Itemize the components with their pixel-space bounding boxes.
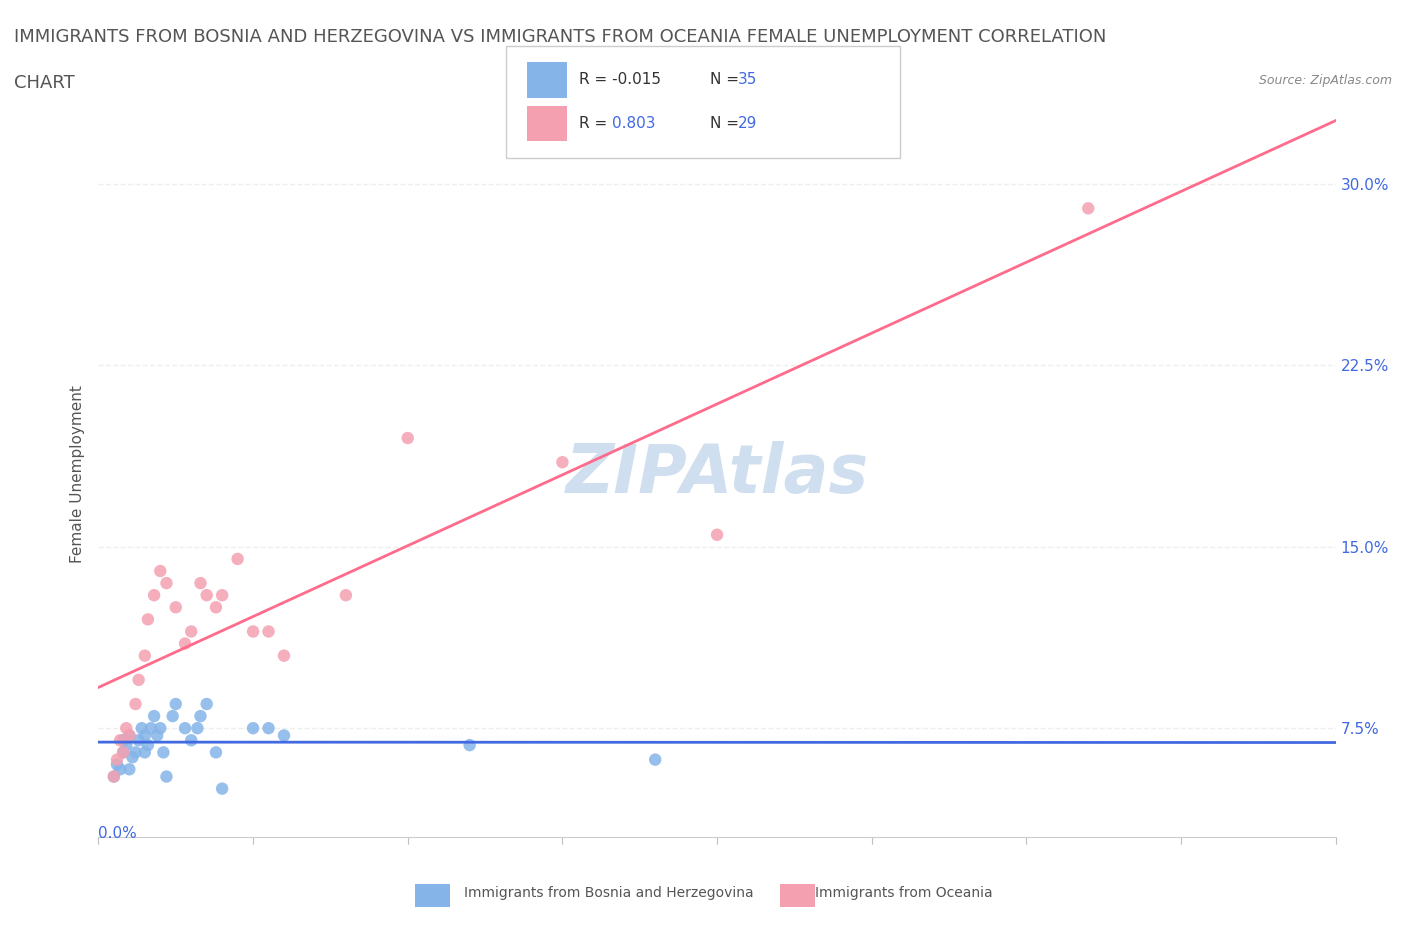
Point <box>124 697 146 711</box>
Point <box>155 769 177 784</box>
Text: Immigrants from Oceania: Immigrants from Oceania <box>815 885 993 900</box>
Point <box>131 721 153 736</box>
Point <box>205 600 228 615</box>
Text: IMMIGRANTS FROM BOSNIA AND HERZEGOVINA VS IMMIGRANTS FROM OCEANIA FEMALE UNEMPLO: IMMIGRANTS FROM BOSNIA AND HERZEGOVINA V… <box>14 28 1107 46</box>
Point <box>458 737 481 752</box>
Point <box>103 769 125 784</box>
Text: 0.803: 0.803 <box>612 116 655 131</box>
Point <box>136 737 159 752</box>
Point <box>242 624 264 639</box>
Point <box>190 709 212 724</box>
Text: R = -0.015: R = -0.015 <box>579 72 661 86</box>
Point <box>180 733 202 748</box>
Point <box>273 648 295 663</box>
Point <box>644 752 666 767</box>
Point <box>190 576 212 591</box>
Point <box>121 750 143 764</box>
Point <box>118 762 141 777</box>
Point <box>195 588 218 603</box>
Point <box>112 733 135 748</box>
Point <box>174 636 197 651</box>
Text: N =: N = <box>710 72 744 86</box>
Point <box>143 709 166 724</box>
Text: 0.0%: 0.0% <box>98 826 138 841</box>
Point <box>134 648 156 663</box>
Text: CHART: CHART <box>14 74 75 92</box>
Y-axis label: Female Unemployment: Female Unemployment <box>69 385 84 564</box>
Point <box>335 588 357 603</box>
Point <box>128 733 150 748</box>
Point <box>112 745 135 760</box>
Point <box>211 781 233 796</box>
Point <box>118 728 141 743</box>
Text: ZIPAtlas: ZIPAtlas <box>565 442 869 507</box>
Point <box>273 728 295 743</box>
Point <box>195 697 218 711</box>
Point <box>112 745 135 760</box>
Point <box>124 745 146 760</box>
Point <box>165 697 187 711</box>
Point <box>108 762 131 777</box>
Point <box>149 564 172 578</box>
Point <box>105 757 128 772</box>
Point <box>134 745 156 760</box>
Text: Source: ZipAtlas.com: Source: ZipAtlas.com <box>1258 74 1392 87</box>
Point <box>118 728 141 743</box>
Point <box>186 721 208 736</box>
Text: 29: 29 <box>738 116 758 131</box>
Point <box>115 721 138 736</box>
Point <box>155 576 177 591</box>
Point <box>152 745 174 760</box>
Point <box>551 455 574 470</box>
Point <box>226 551 249 566</box>
Text: Immigrants from Bosnia and Herzegovina: Immigrants from Bosnia and Herzegovina <box>464 885 754 900</box>
Point <box>146 728 169 743</box>
Point <box>706 527 728 542</box>
Point <box>103 769 125 784</box>
Point <box>257 721 280 736</box>
Point <box>139 721 162 736</box>
Text: N =: N = <box>710 116 744 131</box>
Point <box>143 588 166 603</box>
Point <box>165 600 187 615</box>
Point <box>134 728 156 743</box>
Point <box>257 624 280 639</box>
Point <box>115 737 138 752</box>
Point <box>136 612 159 627</box>
Point <box>180 624 202 639</box>
Point <box>211 588 233 603</box>
Point <box>128 672 150 687</box>
Point <box>149 721 172 736</box>
Text: 35: 35 <box>738 72 758 86</box>
Point <box>396 431 419 445</box>
Point <box>205 745 228 760</box>
Point <box>108 733 131 748</box>
Point <box>105 752 128 767</box>
Text: R =: R = <box>579 116 613 131</box>
Point <box>242 721 264 736</box>
Point <box>174 721 197 736</box>
Point <box>162 709 184 724</box>
Point <box>1077 201 1099 216</box>
